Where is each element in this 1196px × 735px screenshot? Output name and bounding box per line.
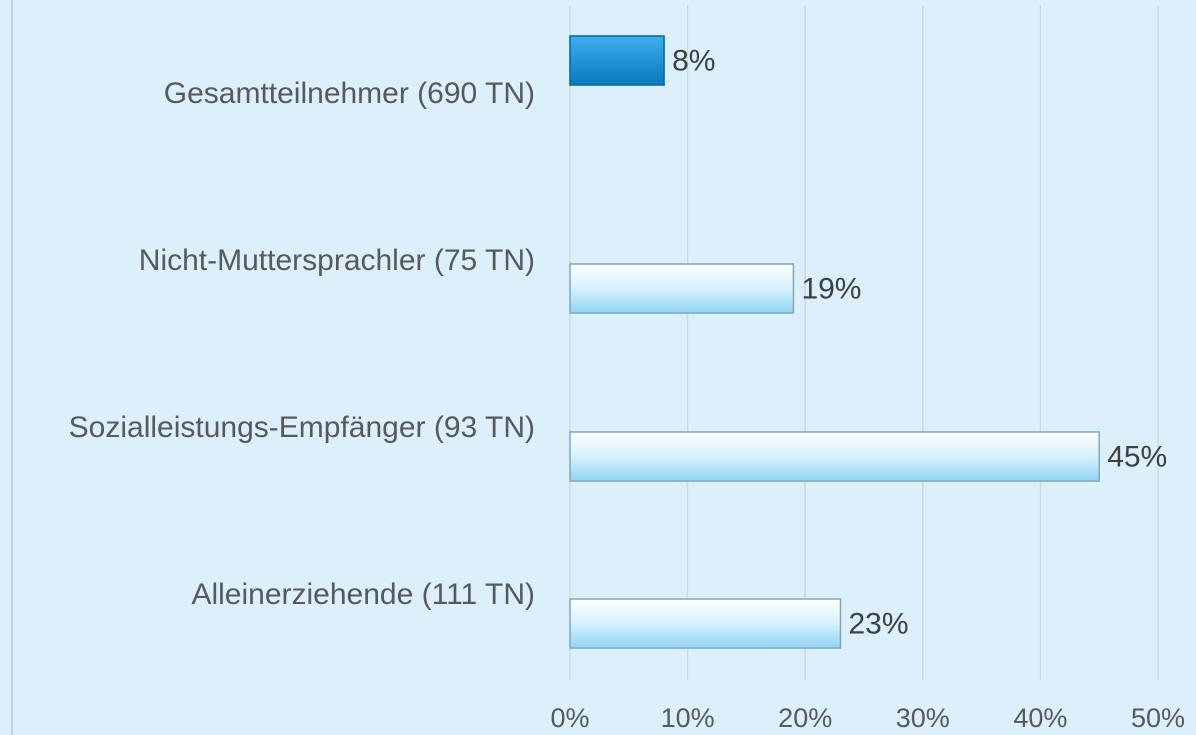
category-label: Sozialleistungs-Empfänger (93 TN) <box>69 411 535 444</box>
x-tick-label: 10% <box>661 703 715 733</box>
bar <box>569 263 795 314</box>
x-tick-label: 20% <box>778 703 832 733</box>
x-tick-label: 0% <box>550 703 589 733</box>
x-tick-label: 50% <box>1131 703 1185 733</box>
value-label: 45% <box>1107 440 1167 473</box>
value-label: 19% <box>801 272 861 305</box>
value-label: 23% <box>848 607 908 640</box>
category-label: Alleinerziehende (111 TN) <box>191 578 535 611</box>
bar <box>569 598 842 649</box>
category-label: Gesamtteilnehmer (690 TN) <box>164 77 535 110</box>
category-label: Nicht-Muttersprachler (75 TN) <box>139 244 535 277</box>
x-tick-label: 40% <box>1013 703 1067 733</box>
bar <box>569 431 1100 482</box>
value-label: 8% <box>672 44 715 77</box>
x-tick-label: 30% <box>896 703 950 733</box>
bar <box>569 35 665 86</box>
